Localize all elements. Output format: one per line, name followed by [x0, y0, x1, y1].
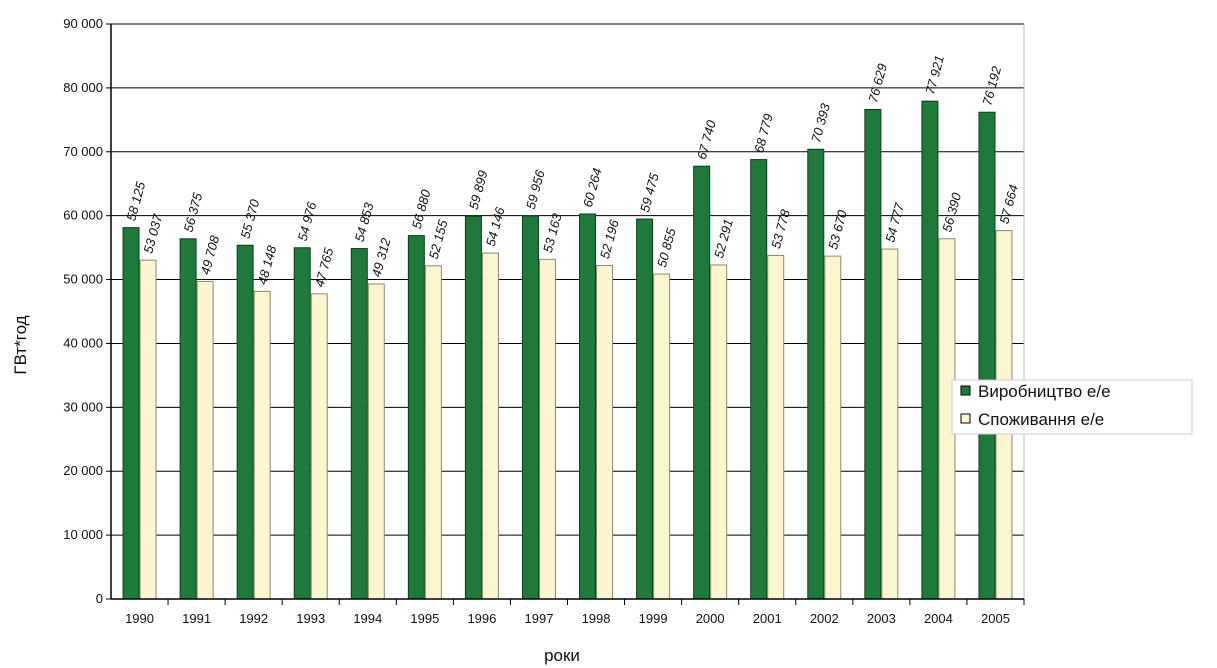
- data-label-production: 59 475: [637, 171, 662, 214]
- x-axis-title: роки: [544, 646, 580, 665]
- data-label-production: 54 853: [352, 200, 377, 243]
- bar-production: [921, 100, 939, 600]
- data-label-consumption: 47 765: [312, 246, 337, 289]
- legend-swatch-production: [960, 385, 971, 396]
- x-tick-label: 2005: [981, 611, 1010, 626]
- data-label-production: 55 370: [238, 197, 263, 240]
- bar-consumption: [310, 293, 328, 600]
- data-label-consumption: 54 146: [483, 205, 508, 248]
- bar-consumption: [424, 265, 442, 600]
- bar-consumption: [767, 254, 785, 600]
- y-tick-label: 40 000: [63, 335, 103, 350]
- data-label-consumption: 56 390: [939, 190, 964, 233]
- x-tick-label: 2000: [696, 611, 725, 626]
- bars: [122, 100, 1013, 600]
- bar-consumption: [596, 265, 614, 600]
- bar-production: [579, 213, 597, 600]
- data-label-production: 77 921: [922, 54, 947, 96]
- bar-production: [179, 238, 197, 600]
- x-tick-label: 1994: [353, 611, 382, 626]
- x-tick-label: 2002: [810, 611, 839, 626]
- data-label-consumption: 52 155: [426, 218, 451, 261]
- y-tick-label: 30 000: [63, 399, 103, 414]
- x-tick-label: 1998: [582, 611, 611, 626]
- bar-consumption: [710, 264, 728, 600]
- data-label-consumption: 53 163: [540, 211, 565, 254]
- bar-consumption: [653, 273, 671, 600]
- bar-consumption: [253, 290, 271, 600]
- y-tick-label: 60 000: [63, 208, 103, 223]
- bar-production: [693, 165, 711, 600]
- x-tick-label: 2001: [753, 611, 782, 626]
- bar-production: [407, 235, 425, 600]
- legend-label-production: Виробництво е/е: [978, 382, 1111, 401]
- data-label-consumption: 53 037: [140, 212, 165, 255]
- bar-consumption: [824, 255, 842, 600]
- legend-swatch-consumption: [960, 413, 971, 424]
- bar-consumption: [881, 248, 899, 600]
- x-tick-label: 1991: [182, 611, 211, 626]
- x-tick-label: 1993: [296, 611, 325, 626]
- data-label-production: 76 192: [979, 64, 1004, 107]
- legend-box: [951, 379, 1193, 435]
- x-tick-label: 1996: [467, 611, 496, 626]
- bar-production: [236, 244, 254, 600]
- data-label-consumption: 49 312: [369, 236, 394, 279]
- x-axis-ticks: 1990 1991 1992 1993 1994 1995 1996 1997 1998 1999…: [125, 599, 1025, 626]
- bar-consumption: [367, 283, 385, 600]
- data-label-consumption: 53 670: [825, 208, 850, 251]
- y-tick-label: 90 000: [63, 16, 103, 31]
- legend-label-consumption: Споживання е/е: [978, 410, 1104, 429]
- bar-production: [122, 227, 140, 600]
- bar-production: [978, 111, 996, 600]
- bar-production: [293, 247, 311, 600]
- data-label-production: 59 956: [523, 168, 548, 211]
- y-tick-label: 20 000: [63, 463, 103, 478]
- bar-consumption: [481, 252, 499, 600]
- data-label-consumption: 54 777: [882, 201, 907, 244]
- data-label-production: 76 629: [865, 62, 890, 104]
- x-tick-label: 1992: [239, 611, 268, 626]
- bar-production: [464, 215, 482, 600]
- bar-production: [750, 159, 768, 600]
- data-label-production: 59 899: [466, 169, 491, 211]
- x-tick-label: 1999: [639, 611, 668, 626]
- bar-production: [864, 108, 882, 600]
- data-label-production: 54 976: [295, 200, 320, 243]
- bar-consumption: [538, 258, 556, 600]
- data-label-production: 56 375: [181, 191, 206, 234]
- y-tick-label: 0: [96, 591, 103, 606]
- bar-production: [521, 215, 539, 600]
- data-label-consumption: 52 196: [597, 217, 622, 260]
- bar-production: [636, 218, 654, 600]
- data-label-consumption: 49 708: [198, 233, 223, 276]
- x-tick-label: 1990: [125, 611, 154, 626]
- bar-production: [350, 248, 368, 600]
- x-tick-label: 2004: [924, 611, 953, 626]
- data-label-production: 56 880: [409, 187, 434, 230]
- data-label-production: 68 779: [751, 112, 776, 154]
- y-axis-ticks: 0 10 000 20 000 30 000 40 000 50 000 60 000 70 …: [63, 16, 111, 606]
- data-label-consumption: 57 664: [996, 183, 1021, 225]
- data-label-consumption: 50 855: [654, 226, 679, 269]
- y-tick-label: 70 000: [63, 144, 103, 159]
- y-tick-label: 80 000: [63, 80, 103, 95]
- y-tick-label: 10 000: [63, 527, 103, 542]
- data-label-production: 70 393: [808, 101, 833, 144]
- bar-consumption: [196, 280, 214, 600]
- data-label-production: 60 264: [580, 166, 605, 208]
- bar-consumption: [139, 259, 157, 600]
- data-label-consumption: 53 778: [768, 207, 793, 250]
- data-label-consumption: 52 291: [711, 217, 736, 259]
- bar-production: [807, 148, 825, 600]
- legend: Виробництво е/е Споживання е/е: [951, 379, 1193, 435]
- x-tick-label: 1995: [410, 611, 439, 626]
- y-tick-label: 50 000: [63, 272, 103, 287]
- data-label-production: 67 740: [694, 118, 719, 161]
- y-axis-title: ГВт*год: [11, 315, 30, 374]
- x-tick-label: 1997: [525, 611, 554, 626]
- x-tick-label: 2003: [867, 611, 896, 626]
